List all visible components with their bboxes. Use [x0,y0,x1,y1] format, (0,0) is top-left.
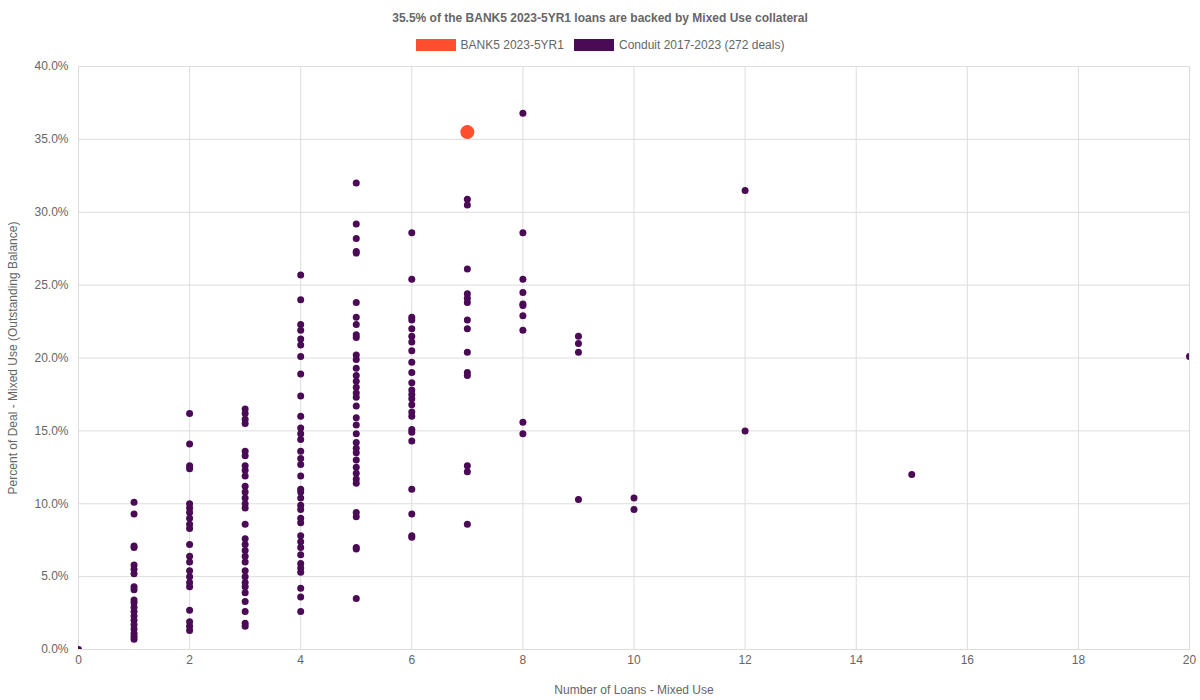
svg-text:0: 0 [75,653,82,667]
svg-text:14: 14 [850,653,864,667]
svg-text:12: 12 [738,653,752,667]
svg-text:15.0%: 15.0% [34,424,68,438]
svg-text:30.0%: 30.0% [34,205,68,219]
svg-text:25.0%: 25.0% [34,278,68,292]
svg-text:20.0%: 20.0% [34,351,68,365]
html-text:Conduit 2017-2023 (272 deals): Conduit 2017-2023 (272 deals) [619,37,785,52]
html-text:BANK5 2023-5YR1: BANK5 2023-5YR1 [460,37,564,52]
svg-text:40.0%: 40.0% [34,60,68,73]
svg-text:6: 6 [408,653,415,667]
svg-text:10: 10 [627,653,641,667]
svg-text:5.0%: 5.0% [41,569,69,583]
svg-text:18: 18 [1072,653,1086,667]
svg-text:2: 2 [186,653,193,667]
svg-text:16: 16 [961,653,975,667]
svg-text:10.0%: 10.0% [34,497,68,511]
svg-text:20: 20 [1183,653,1197,667]
html-text:35.5% of the BANK5 2023-5YR1 l: 35.5% of the BANK5 2023-5YR1 loans are b… [392,11,808,25]
svg-text:4: 4 [297,653,304,667]
svg-text:Percent of Deal - Mixed Use (O: Percent of Deal - Mixed Use (Outstanding… [6,222,20,495]
svg-text:8: 8 [520,653,527,667]
svg-text:35.0%: 35.0% [34,132,68,146]
svg-text:Number of Loans - Mixed Use: Number of Loans - Mixed Use [554,683,714,697]
svg-text:0.0%: 0.0% [41,642,69,656]
